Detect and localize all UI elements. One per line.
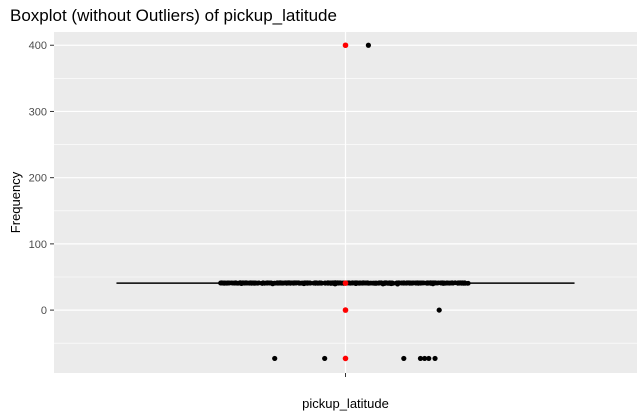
data-point [440,280,446,286]
data-point [415,280,421,286]
y-tick-label: 200 [29,173,47,185]
data-points [218,42,471,362]
data-point [225,280,230,286]
data-point [313,280,319,286]
data-point [305,280,310,286]
data-point [276,280,282,286]
data-point [272,355,278,362]
y-axis-ticks: 0 100 200 300 400 [29,40,54,317]
y-tick-label: 0 [41,305,47,317]
data-point [432,355,438,362]
data-point [436,307,442,313]
data-point [301,280,307,287]
data-point [325,280,331,286]
data-point [365,42,372,48]
data-point [233,280,238,286]
mean-point [342,307,349,313]
data-point [282,280,288,286]
data-point [430,281,436,287]
data-point [286,280,292,286]
data-point [422,355,428,362]
y-axis-label: Frequency [8,171,23,233]
data-point [322,355,328,362]
data-point [347,280,353,286]
data-point [332,281,338,287]
mean-point [342,355,349,362]
data-point [401,355,407,362]
mean-point [342,280,349,286]
data-point [253,280,258,286]
x-axis-label: pickup_latitude [302,396,389,411]
data-point [417,355,424,362]
data-point [456,280,462,286]
data-point [243,280,249,286]
data-point [353,280,359,287]
data-point [265,280,271,286]
data-point [419,280,425,286]
y-tick-label: 100 [29,239,47,251]
data-point [402,280,407,286]
data-point [410,280,416,286]
y-tick-label: 400 [29,40,47,52]
data-point [380,281,386,287]
chart-title: Boxplot (without Outliers) of pickup_lat… [10,6,337,25]
data-point [447,280,452,286]
data-point [394,281,401,287]
data-point [425,280,431,286]
data-point [238,280,244,286]
data-point [270,281,276,287]
data-point [361,280,366,286]
data-point [465,280,470,286]
data-point [388,280,394,287]
data-point [317,280,323,286]
data-point [372,280,378,286]
mean-point [342,42,349,49]
data-point [337,280,343,286]
data-point [426,355,432,362]
data-point [260,280,265,286]
data-point [219,280,225,286]
y-tick-label: 300 [29,106,47,118]
